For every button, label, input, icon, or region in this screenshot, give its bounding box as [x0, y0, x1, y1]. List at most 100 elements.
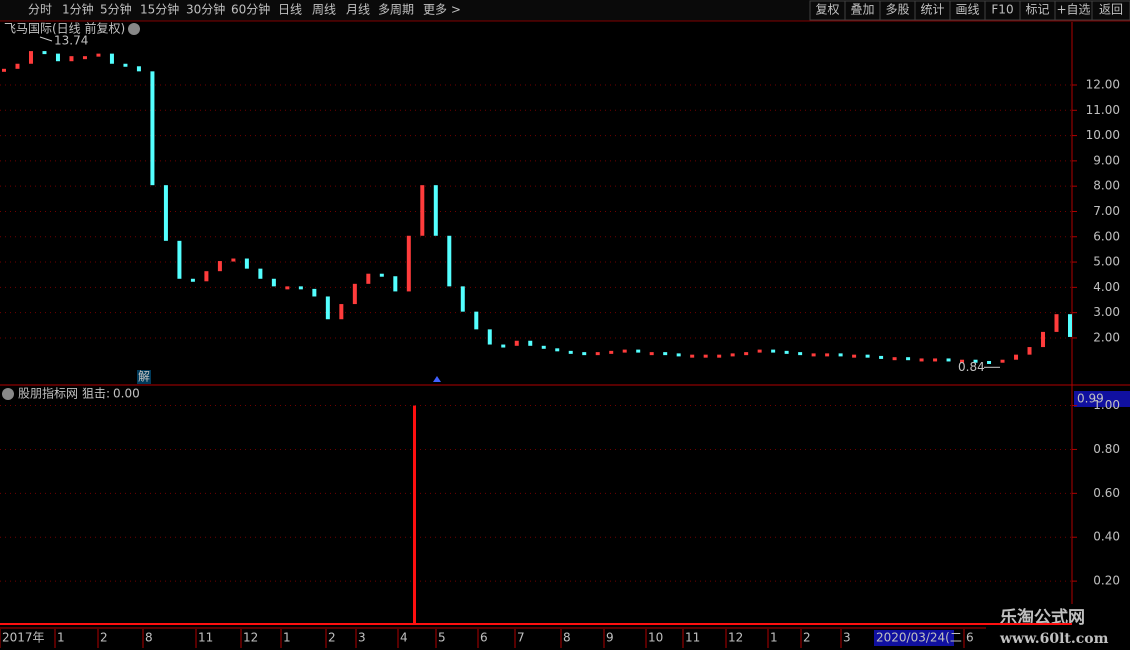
price-bar	[730, 353, 735, 357]
y-tick-label: 9.00	[1093, 153, 1120, 167]
toolbar-button[interactable]	[1091, 0, 1130, 21]
price-bar	[1000, 359, 1005, 363]
price-bar	[595, 352, 600, 356]
price-bar	[177, 240, 182, 279]
x-tick-label: 2	[803, 631, 811, 645]
period-tab[interactable]: 周线	[312, 3, 336, 17]
x-tick-label: 1	[57, 631, 65, 645]
price-bar	[541, 345, 546, 349]
price-bar	[838, 353, 843, 357]
price-bar	[879, 355, 884, 359]
price-bar	[946, 358, 951, 362]
period-tab[interactable]: 5分钟	[100, 2, 132, 17]
price-bar	[150, 71, 155, 186]
x-tick-label: 8	[145, 631, 153, 645]
price-bar	[406, 235, 411, 292]
menu-icon[interactable]	[128, 23, 140, 35]
price-bar	[109, 53, 114, 64]
x-tick-label: 12	[728, 631, 743, 645]
toolbar-button-label[interactable]: 叠加	[850, 3, 874, 17]
y-tick-label: 0.80	[1093, 442, 1120, 456]
price-bar	[609, 350, 614, 354]
price-bar	[298, 286, 303, 290]
period-tab[interactable]: 分时	[28, 3, 52, 17]
y-tick-label: 10.00	[1086, 128, 1120, 142]
toolbar-button-label[interactable]: +自选	[1056, 3, 1090, 17]
price-bar	[244, 258, 249, 269]
price-bar	[528, 340, 533, 346]
x-tick-label: 1	[283, 631, 291, 645]
current-date-box	[874, 630, 954, 646]
indicator-name: 股朋指标网	[18, 386, 78, 401]
price-bar	[852, 354, 857, 358]
price-bar	[312, 288, 317, 297]
y-tick-label: 12.00	[1086, 77, 1120, 91]
toolbar-button-label[interactable]: 标记	[1025, 3, 1049, 17]
toolbar-button-label[interactable]: F10	[991, 3, 1013, 17]
watermark-bg	[986, 604, 1130, 648]
x-tick-label: 2	[100, 631, 108, 645]
x-tick-label: 5	[438, 631, 446, 645]
price-bar	[217, 261, 222, 272]
period-tab[interactable]: 日线	[278, 3, 302, 17]
y-tick-label: 11.00	[1086, 103, 1120, 117]
toolbar-bg	[0, 0, 1130, 21]
toolbar-button-label[interactable]: 返回	[1099, 3, 1123, 17]
x-tick-label: 3	[358, 631, 366, 645]
x-tick-label: 1	[770, 631, 778, 645]
toolbar-button-label[interactable]: 多股	[885, 3, 909, 17]
period-tab[interactable]: 多周期	[378, 3, 414, 17]
price-bar	[96, 53, 101, 57]
price-bar	[757, 349, 762, 353]
toolbar-button-label[interactable]: 统计	[920, 3, 944, 17]
price-bar	[1014, 354, 1019, 360]
price-bar	[1068, 314, 1072, 337]
price-bar	[474, 311, 479, 330]
high-label: 13.74	[54, 33, 88, 47]
period-tab[interactable]: 1分钟	[62, 2, 94, 17]
price-bar	[231, 258, 236, 262]
price-bar	[460, 286, 465, 312]
marker-text: 解	[138, 370, 150, 384]
x-tick-label: 6	[966, 631, 974, 645]
price-bar	[568, 350, 573, 354]
price-bar	[906, 357, 911, 361]
toolbar-button-label[interactable]: 画线	[955, 3, 979, 17]
price-bar	[717, 354, 722, 358]
price-bar	[649, 352, 654, 356]
price-bar	[1027, 347, 1032, 355]
high-pointer	[39, 36, 53, 42]
price-bar	[420, 185, 425, 236]
price-bar	[28, 51, 33, 64]
period-tab[interactable]: 更多 >	[423, 3, 461, 17]
toolbar-button-label[interactable]: 复权	[815, 3, 839, 17]
price-bar	[784, 350, 789, 354]
price-bar	[352, 283, 357, 305]
price-bar	[379, 273, 384, 277]
x-tick-label: 9	[606, 631, 614, 645]
price-bar	[919, 358, 924, 362]
current-date: 2020/03/24(二	[876, 631, 962, 645]
price-bar	[339, 304, 344, 320]
x-tick-label: 6	[480, 631, 488, 645]
price-bar	[798, 352, 803, 356]
y-tick-label: 8.00	[1093, 179, 1120, 193]
price-bar	[744, 352, 749, 356]
watermark-name: 乐淘公式网	[1000, 607, 1085, 628]
price-bar	[622, 349, 627, 353]
price-bar	[447, 235, 452, 287]
period-tab[interactable]: 月线	[346, 3, 370, 17]
price-bar	[82, 56, 87, 60]
menu-icon[interactable]	[2, 388, 14, 400]
period-tab[interactable]: 30分钟	[186, 2, 225, 17]
price-bar	[190, 278, 195, 282]
period-tab[interactable]: 60分钟	[231, 2, 270, 17]
period-tab[interactable]: 15分钟	[140, 2, 179, 17]
low-label: 0.84	[958, 360, 985, 374]
marker-arrow	[433, 376, 441, 382]
stock-title: 飞马国际(日线 前复权)	[4, 21, 125, 36]
price-bar	[285, 286, 290, 290]
price-bar	[973, 359, 978, 363]
x-tick-label: 8	[563, 631, 571, 645]
price-bar	[555, 348, 560, 352]
